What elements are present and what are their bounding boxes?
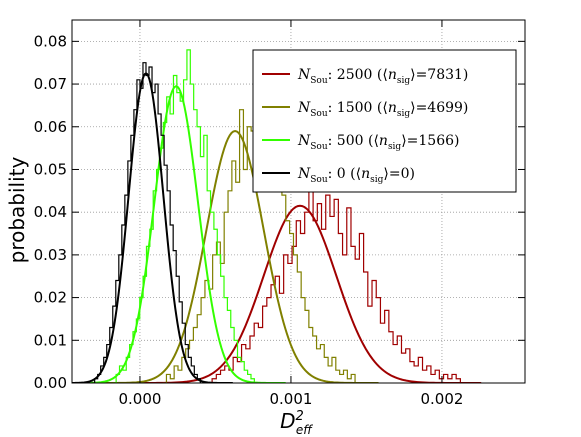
legend: NSou: 2500 (⟨nsig⟩=7831) NSou: 1500 (⟨nsi… bbox=[252, 49, 517, 193]
x-axis-label: D2 eff bbox=[280, 409, 313, 437]
x-tick-label: 0.001 bbox=[269, 390, 312, 408]
plot-frame bbox=[71, 19, 526, 384]
fit-curve-series-1 bbox=[91, 130, 379, 383]
legend-entry: NSou: 2500 (⟨nsig⟩=7831) bbox=[297, 67, 468, 86]
legend-box bbox=[252, 49, 517, 193]
y-tick-label: 0.01 bbox=[34, 331, 67, 349]
y-tick-label: 0.08 bbox=[34, 32, 67, 50]
y-tick-label: 0.00 bbox=[34, 374, 67, 392]
series-layer bbox=[72, 49, 482, 383]
legend-entry: NSou: 1500 (⟨nsig⟩=4699) bbox=[297, 100, 468, 119]
ticks bbox=[72, 20, 525, 384]
x-tick-label: 0.002 bbox=[420, 390, 463, 408]
fit-curve-series-3 bbox=[72, 72, 233, 383]
tick-labels: 0.000 0.001 0.002 0.00 0.01 0.02 0.03 0.04 0.05 0… bbox=[34, 32, 464, 408]
y-tick-label: 0.06 bbox=[34, 118, 67, 136]
y-tick-label: 0.05 bbox=[34, 160, 67, 178]
y-tick-label: 0.07 bbox=[34, 75, 67, 93]
y-tick-label: 0.04 bbox=[34, 203, 67, 221]
y-tick-label: 0.02 bbox=[34, 289, 67, 307]
legend-entry: NSou: 0 (⟨nsig⟩=0) bbox=[297, 166, 415, 185]
fit-curve-series-0 bbox=[118, 204, 482, 383]
fit-curve-series-2 bbox=[72, 85, 286, 383]
x-tick-label: 0.000 bbox=[118, 390, 161, 408]
y-axis-label: probability bbox=[5, 156, 29, 263]
y-tick-label: 0.03 bbox=[34, 246, 67, 264]
legend-entry: NSou: 500 (⟨nsig⟩=1566) bbox=[297, 133, 460, 152]
histogram-series-0 bbox=[207, 185, 465, 383]
